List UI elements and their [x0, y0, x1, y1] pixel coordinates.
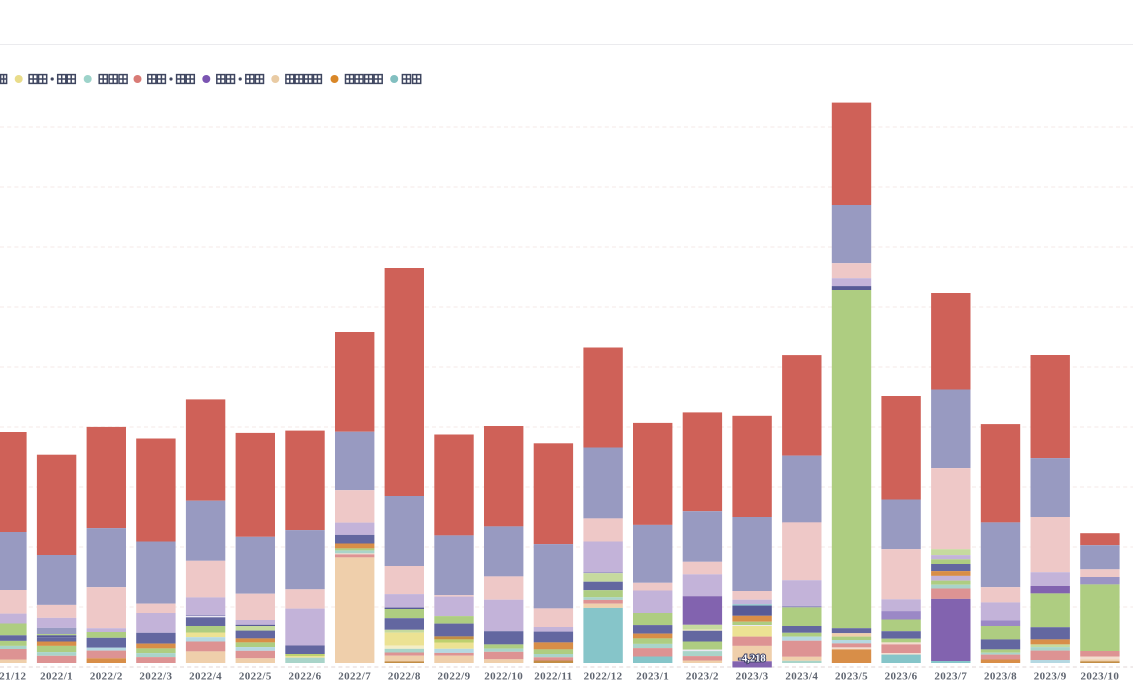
svg-text:2022/11: 2022/11	[534, 671, 572, 683]
svg-text:2022/3: 2022/3	[139, 671, 172, 683]
svg-text:2022/2: 2022/2	[90, 671, 123, 683]
svg-text:2023/3: 2023/3	[736, 671, 769, 683]
svg-text:2023/6: 2023/6	[885, 671, 918, 683]
svg-text:2023/9: 2023/9	[1034, 671, 1067, 683]
svg-text:2022/8: 2022/8	[388, 671, 421, 683]
svg-text:2022/12: 2022/12	[584, 671, 623, 683]
svg-text:2023/10: 2023/10	[1080, 671, 1119, 683]
svg-text:2023/4: 2023/4	[785, 671, 818, 683]
svg-text:2022/10: 2022/10	[484, 671, 523, 683]
svg-text:2023/8: 2023/8	[984, 671, 1017, 683]
svg-text:2023/2: 2023/2	[686, 671, 719, 683]
svg-text:2022/6: 2022/6	[289, 671, 322, 683]
svg-text:2023/1: 2023/1	[636, 671, 669, 683]
svg-text:2022/9: 2022/9	[438, 671, 471, 683]
svg-text:2023/7: 2023/7	[934, 671, 967, 683]
svg-text:2022/4: 2022/4	[189, 671, 222, 683]
svg-text:2023/5: 2023/5	[835, 671, 868, 683]
svg-text:2022/1: 2022/1	[40, 671, 73, 683]
svg-text:2021/12: 2021/12	[0, 671, 26, 683]
svg-text:2022/7: 2022/7	[338, 671, 371, 683]
svg-text:-4,218: -4,218	[739, 654, 766, 665]
svg-text:2022/5: 2022/5	[239, 671, 272, 683]
